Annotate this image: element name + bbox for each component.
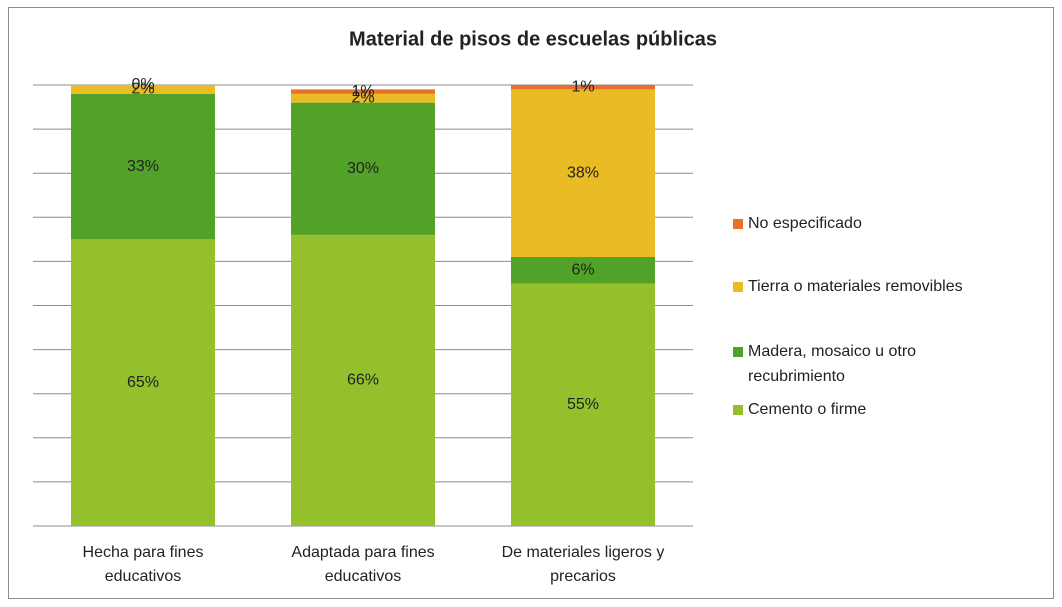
legend-label: No especificado (748, 215, 862, 232)
data-label: 1% (351, 83, 374, 100)
text-line: Hecha para fines (83, 544, 204, 561)
text-line: No especificado (748, 215, 862, 232)
legend-label: Tierra o materiales removibles (748, 278, 963, 295)
bar-segment (71, 93, 215, 240)
data-label: 66% (347, 372, 379, 389)
bar-segment (511, 89, 655, 257)
text-line: educativos (325, 568, 402, 585)
bar-segment (291, 102, 435, 235)
text-line: Tierra o materiales removibles (748, 278, 963, 295)
bar-segment (71, 85, 215, 94)
text-line: Madera, mosaico u otro (748, 343, 916, 360)
legend-label: Madera, mosaico u otro recubrimiento (748, 343, 916, 385)
text-line: Cemento o firme (748, 401, 866, 418)
text-line: recubrimiento (748, 368, 845, 385)
text-line: De materiales ligeros y (502, 544, 665, 561)
bar-segment (511, 85, 655, 90)
data-label: 33% (127, 158, 159, 175)
data-label: 55% (567, 396, 599, 413)
bar-segment (511, 283, 655, 526)
text-line: Adaptada para fines (291, 544, 434, 561)
x-tick-label: Hecha para fines educativos (83, 544, 204, 585)
data-label: 6% (571, 261, 594, 278)
data-label: 38% (567, 164, 599, 181)
legend-swatch (733, 347, 743, 357)
x-tick-label: De materiales ligeros y precarios (502, 544, 665, 585)
data-label: 65% (127, 374, 159, 391)
bar-segment (291, 89, 435, 94)
data-label: 1% (571, 78, 594, 95)
data-label: 30% (347, 160, 379, 177)
bar-segment (291, 234, 435, 526)
data-label: 2% (131, 81, 154, 98)
bar-segment (71, 239, 215, 526)
bar-segment (511, 256, 655, 284)
text-line: precarios (550, 568, 616, 585)
text-line: educativos (105, 568, 182, 585)
legend-swatch (733, 219, 743, 229)
x-tick-label: Adaptada para fines educativos (291, 544, 434, 585)
data-label: 2% (351, 89, 374, 106)
chart-title: Material de pisos de escuelas públicas (349, 28, 717, 50)
data-label: 0% (131, 76, 154, 93)
legend-swatch (733, 405, 743, 415)
legend-label: Cemento o firme (748, 401, 866, 418)
bar-segment (291, 93, 435, 103)
legend-swatch (733, 282, 743, 292)
